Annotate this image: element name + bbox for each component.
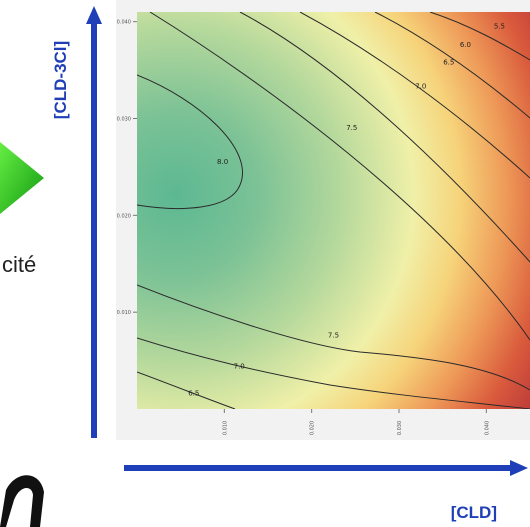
y-axis-title: [CLD-3Cl] <box>51 41 70 119</box>
contour-line-8-0 <box>137 74 243 209</box>
y-tick-label: 0.020 <box>117 213 131 219</box>
y-axis-arrowhead-icon <box>86 6 102 24</box>
x-axis-title: [CLD] <box>451 503 497 522</box>
contour-line-5-5 <box>429 12 530 61</box>
x-axis-arrowhead-icon <box>510 460 528 476</box>
x-tick-label: 0.010 <box>222 421 228 435</box>
y-ticks: 0.010 0.020 0.030 0.040 <box>117 20 137 316</box>
contour-line-6-5 <box>299 12 530 179</box>
contour-label: 8.0 <box>217 158 228 166</box>
contour-line-7-5-upper <box>149 12 530 341</box>
contour-label: 7.0 <box>234 362 245 370</box>
contour-line-7-5-lower <box>137 284 530 391</box>
contour-labels: 5.5 6.0 6.5 7.0 7.5 8.0 7.5 7.0 6.5 <box>188 23 505 398</box>
contour-label: 7.5 <box>328 331 339 339</box>
contour-label: 5.5 <box>494 23 505 31</box>
contour-label: 7.0 <box>415 83 426 91</box>
contour-label: 6.0 <box>460 41 471 49</box>
x-tick-label: 0.040 <box>484 421 490 435</box>
y-tick-label: 0.030 <box>117 117 131 123</box>
contour-label: 7.5 <box>346 124 357 132</box>
side-text: cité <box>2 252 36 277</box>
italic-glyph-fragment <box>0 475 44 527</box>
x-ticks: 0.010 0.020 0.030 0.040 <box>222 409 490 435</box>
y-tick-label: 0.040 <box>117 20 131 26</box>
x-tick-label: 0.030 <box>397 421 403 435</box>
contour-label: 6.5 <box>443 58 454 66</box>
x-tick-label: 0.020 <box>310 421 316 435</box>
contour-lines <box>137 12 530 409</box>
contour-line-7-0-lower <box>137 337 530 409</box>
contour-line-7-0 <box>239 12 530 263</box>
contour-fill <box>137 12 530 409</box>
contour-line-6-5-lower <box>137 371 236 409</box>
contour-line-6-0 <box>374 12 530 119</box>
green-pointer-icon <box>0 142 44 214</box>
y-tick-label: 0.010 <box>117 310 131 316</box>
contour-label: 6.5 <box>188 389 199 397</box>
